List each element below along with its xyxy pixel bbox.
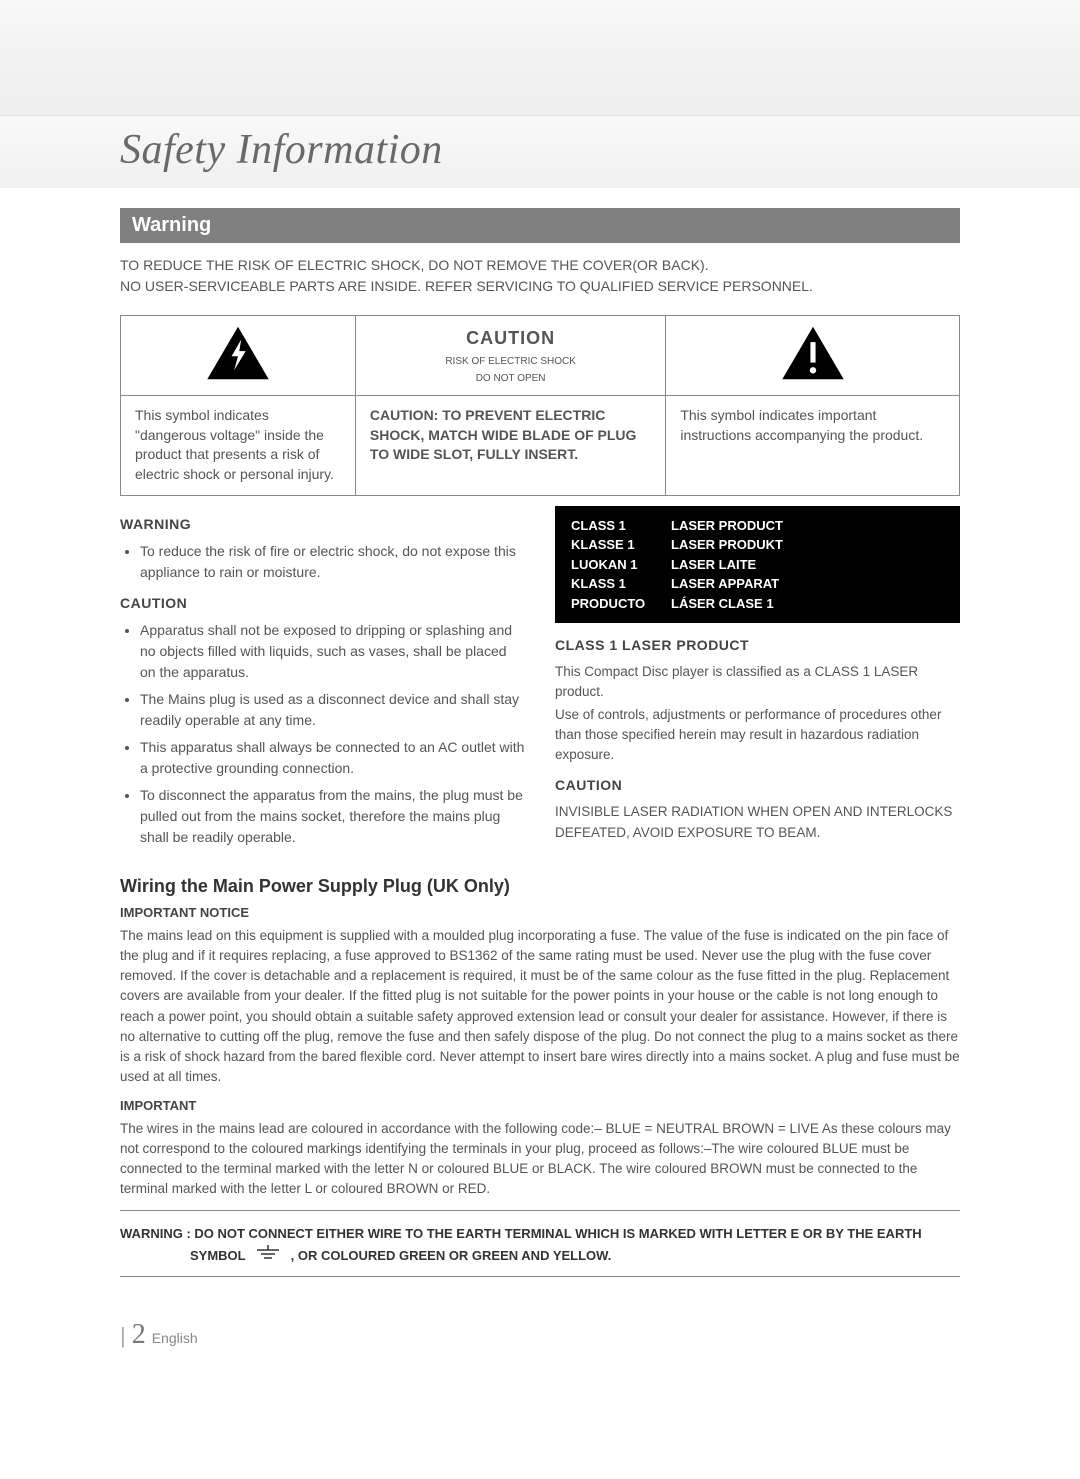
page-number: 2 [132,1319,146,1351]
caution-heading: CAUTION [370,326,651,351]
page-footer: | 2 English [0,1289,1080,1351]
right-symbol-desc: This symbol indicates important instruct… [666,396,960,495]
warning-section-bar: Warning [120,208,960,243]
class1-heading: CLASS 1 LASER PRODUCT [555,635,960,656]
laser-row-4-c2: LÁSER CLASE 1 [671,594,774,614]
footer-language: English [152,1330,198,1346]
important-notice-heading: IMPORTANT NOTICE [120,905,960,920]
earth-symbol-icon [253,1245,283,1268]
right-column: CLASS 1LASER PRODUCT KLASSE 1LASER PRODU… [555,506,960,858]
footer-bar-icon: | [120,1323,126,1349]
intro-line-2: NO USER-SERVICEABLE PARTS ARE INSIDE. RE… [120,278,813,294]
caution-bullet-3: To disconnect the apparatus from the mai… [140,785,525,848]
important-notice-text: The mains lead on this equipment is supp… [120,926,960,1088]
title-band: Safety Information [0,116,1080,188]
warning-bullet: To reduce the risk of fire or electric s… [140,541,525,583]
center-caution-desc: CAUTION: TO PREVENT ELECTRIC SHOCK, MATC… [355,396,665,495]
exclamation-triangle-icon [781,325,845,381]
header-band [0,0,1080,116]
class1-p1: This Compact Disc player is classified a… [555,662,960,703]
lightning-triangle-icon [206,325,270,381]
warning-table: CAUTION RISK OF ELECTRIC SHOCK DO NOT OP… [120,315,960,496]
page: Safety Information Warning TO REDUCE THE… [0,0,1080,1391]
warning-list: To reduce the risk of fire or electric s… [120,541,525,583]
left-symbol-desc: This symbol indicates "dangerous voltage… [121,396,356,495]
intro-line-1: TO REDUCE THE RISK OF ELECTRIC SHOCK, DO… [120,257,709,273]
earth-warning-prefix: WARNING : DO NOT CONNECT EITHER WIRE TO … [120,1226,922,1241]
earth-warning: WARNING : DO NOT CONNECT EITHER WIRE TO … [120,1223,960,1268]
important-heading: IMPORTANT [120,1098,960,1113]
divider-line-2 [120,1276,960,1277]
laser-row-0-c2: LASER PRODUCT [671,516,783,536]
two-column-section: WARNING To reduce the risk of fire or el… [120,506,960,858]
laser-row-3-c1: KLASS 1 [571,574,671,594]
caution-list: Apparatus shall not be exposed to drippi… [120,620,525,848]
class1-p2: Use of controls, adjustments or performa… [555,705,960,766]
caution-heading-cell: CAUTION RISK OF ELECTRIC SHOCK DO NOT OP… [355,316,665,396]
intro-text: TO REDUCE THE RISK OF ELECTRIC SHOCK, DO… [120,255,960,297]
laser-row-1-c1: KLASSE 1 [571,535,671,555]
caution-subheading: CAUTION [120,593,525,614]
wiring-heading: Wiring the Main Power Supply Plug (UK On… [120,876,960,897]
laser-row-0-c1: CLASS 1 [571,516,671,536]
laser-row-3-c2: LASER APPARAT [671,574,779,594]
laser-row-2-c2: LASER LAITE [671,555,756,575]
laser-row-1-c2: LASER PRODUKT [671,535,783,555]
laser-class-box: CLASS 1LASER PRODUCT KLASSE 1LASER PRODU… [555,506,960,624]
right-caution-text: INVISIBLE LASER RADIATION WHEN OPEN AND … [555,802,960,843]
caution-bullet-1: The Mains plug is used as a disconnect d… [140,689,525,731]
warning-subheading: WARNING [120,514,525,535]
content-area: Warning TO REDUCE THE RISK OF ELECTRIC S… [0,188,1080,1277]
right-caution-heading: CAUTION [555,775,960,796]
page-title: Safety Information [120,126,1080,174]
exclaim-icon-cell [666,316,960,396]
divider-line [120,1210,960,1211]
left-column: WARNING To reduce the risk of fire or el… [120,506,525,858]
earth-warning-symbol-pre: SYMBOL [190,1248,245,1263]
laser-row-4-c1: PRODUCTO [571,594,671,614]
lightning-icon-cell [121,316,356,396]
caution-sub1: RISK OF ELECTRIC SHOCK [370,355,651,368]
laser-row-2-c1: LUOKAN 1 [571,555,671,575]
caution-sub2: DO NOT OPEN [370,372,651,385]
caution-bullet-0: Apparatus shall not be exposed to drippi… [140,620,525,683]
important-text: The wires in the mains lead are coloured… [120,1119,960,1200]
earth-warning-symbol-post: , OR COLOURED GREEN OR GREEN AND YELLOW. [291,1248,612,1263]
caution-bullet-2: This apparatus shall always be connected… [140,737,525,779]
